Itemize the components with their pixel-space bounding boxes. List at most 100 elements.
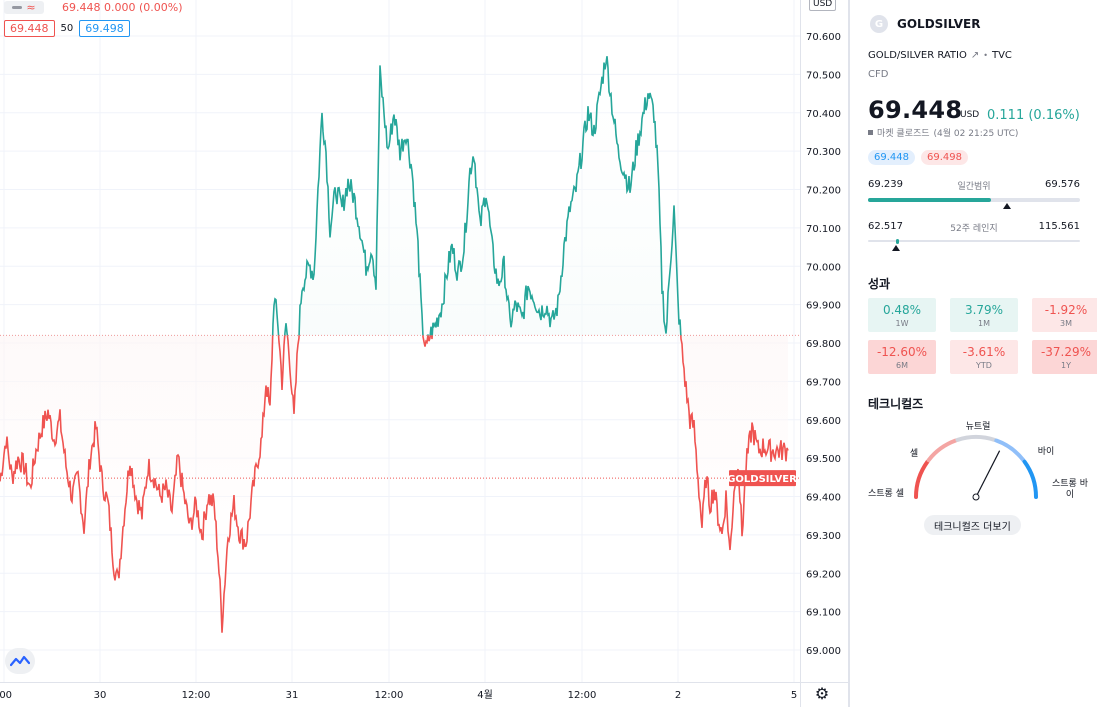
bid-ask-badges: 69.448 69.498 (868, 150, 968, 165)
performance-value: 0.48% (882, 302, 922, 317)
symbol-desc-text: GOLD/SILVER RATIO (868, 50, 967, 61)
y-tick-label: 69.600 (806, 416, 841, 427)
gear-icon[interactable]: ⚙ (814, 684, 830, 703)
series-line-above (271, 56, 682, 336)
x-tick-label: 2 (675, 690, 681, 701)
y-tick-label: 69.400 (806, 493, 841, 504)
symbol-name[interactable]: GOLDSILVER (897, 17, 981, 31)
y-tick-label: 69.900 (806, 301, 841, 312)
week52-range-labels: 62.517 52주 레인지 115.561 (868, 221, 1080, 235)
y-tick-label: 69.200 (806, 569, 841, 580)
performance-period: 6M (896, 360, 908, 370)
day-range-fill (868, 198, 991, 202)
day-range-low: 69.239 (868, 179, 903, 190)
price-change: 0.111 (0.16%) (987, 108, 1080, 123)
performance-period: 1Y (1061, 360, 1071, 370)
legend-price: 69.448 0.000 (0.00%) (62, 0, 183, 14)
x-tick-label: 5 (791, 690, 797, 701)
performance-period: 3M (1060, 318, 1072, 328)
currency-label[interactable]: USD (809, 0, 837, 11)
performance-cell-1y[interactable]: -37.29% 1Y (1032, 340, 1097, 374)
y-tick-label: 69.000 (806, 646, 841, 657)
gauge-seg-strong-buy (1022, 459, 1038, 499)
area-below-baseline (0, 335, 788, 633)
performance-period: 1W (895, 318, 909, 328)
panel-divider (848, 0, 849, 707)
symbol-description: GOLD/SILVER RATIO ↗ • TVC (868, 50, 1012, 61)
gauge-seg-neutral (955, 435, 997, 442)
bid-button[interactable]: 69.448 (4, 20, 55, 37)
y-tick-label: 69.700 (806, 377, 841, 388)
bid-badge: 69.448 (868, 150, 915, 165)
performance-value: -12.60% (876, 344, 928, 359)
exchange-name: TVC (991, 50, 1012, 61)
day-range-high: 69.576 (1045, 179, 1080, 190)
performance-value: 3.79% (964, 302, 1004, 317)
performance-cell-6m[interactable]: -12.60% 6M (868, 340, 936, 374)
performance-cell-ytd[interactable]: -3.61% YTD (950, 340, 1018, 374)
x-tick-label: 4월 (477, 689, 493, 701)
gauge-seg-sell (926, 438, 958, 463)
bid-ask-row: 69.448 50 69.498 (4, 20, 130, 37)
week52-range-label: 52주 레인지 (950, 224, 998, 234)
y-tick-label: 70.000 (806, 262, 841, 273)
symbol-logo: G (870, 15, 888, 33)
day-range-labels: 69.239 일간범위 69.576 (868, 179, 1080, 193)
price-currency: USD (960, 110, 980, 120)
technicals-title[interactable]: 테크니컬즈 (868, 397, 924, 411)
day-range-marker-icon (1002, 203, 1011, 209)
spread-value: 50 (60, 23, 74, 34)
gauge-seg-buy (994, 438, 1026, 463)
series-line-below (0, 335, 789, 633)
gauge-sell: 셀 (909, 449, 919, 459)
x-tick-label: :00 (0, 690, 12, 701)
week52-range-fill (896, 239, 899, 244)
performance-value: -3.61% (962, 344, 1006, 359)
gauge-strong-sell: 스트롱 셀 (868, 489, 904, 499)
week52-range-marker-icon (891, 245, 900, 251)
x-tick-label: 12:00 (568, 690, 597, 701)
symbol-details-panel: G GOLDSILVER GOLD/SILVER RATIO ↗ • TVC C… (849, 0, 1097, 707)
x-tick-label: 31 (286, 690, 299, 701)
performance-title: 성과 (868, 277, 891, 291)
performance-cell-3m[interactable]: -1.92% 3M (1032, 298, 1097, 332)
external-link-icon[interactable]: ↗ (970, 50, 980, 61)
ask-button[interactable]: 69.498 (79, 20, 130, 37)
y-tick-label: 70.100 (806, 224, 841, 235)
chart-area[interactable]: GOLDSILVER 70.600 70.500 70.400 70.300 70.200… (0, 0, 848, 707)
performance-value: -1.92% (1044, 302, 1088, 317)
y-tick-label: 69.500 (806, 454, 841, 465)
gauge-seg-strong-sell (914, 459, 930, 499)
y-tick-label: 70.300 (806, 147, 841, 158)
x-tick-label: 30 (94, 690, 107, 701)
week52-range-bar (868, 240, 1080, 242)
y-tick-label: 70.600 (806, 32, 841, 43)
performance-cell-1w[interactable]: 0.48% 1W (868, 298, 936, 332)
week52-range-high: 115.561 (1038, 221, 1080, 232)
y-tick-label: 70.400 (806, 109, 841, 120)
market-closed-icon (868, 130, 873, 135)
legend-row: ≈ 69.448 0.000 (0.00%) (4, 0, 183, 14)
x-tick-label: 12:00 (182, 690, 211, 701)
y-tick-label: 69.800 (806, 339, 841, 350)
symbol-type: CFD (868, 69, 889, 80)
wave-icon: ≈ (26, 0, 36, 14)
market-timestamp: (4월 02 21:25 UTC) (933, 129, 1019, 139)
gauge-pivot (972, 493, 980, 501)
gauge-strong-buy: 스트롱 바이 (1052, 479, 1088, 500)
tradingview-logo-icon[interactable] (5, 648, 35, 674)
performance-cell-1m[interactable]: 3.79% 1M (950, 298, 1018, 332)
technicals-gauge (914, 435, 1038, 501)
price-marker-label: GOLDSILVER (727, 474, 797, 485)
y-tick-label: 70.200 (806, 186, 841, 197)
day-range-label: 일간범위 (957, 182, 991, 192)
more-technicals-button[interactable]: 테크니컬즈 더보기 (924, 515, 1021, 535)
price-chart[interactable]: GOLDSILVER 70.600 70.500 70.400 70.300 70.200… (0, 0, 848, 707)
legend-toggle[interactable]: ≈ (4, 0, 44, 14)
y-tick-label: 69.100 (806, 608, 841, 619)
market-status: 마켓 클로즈드 (4월 02 21:25 UTC) (868, 126, 1018, 139)
last-price: 69.448 (868, 96, 963, 124)
performance-period: 1M (978, 318, 990, 328)
gauge-needle (975, 450, 1001, 498)
